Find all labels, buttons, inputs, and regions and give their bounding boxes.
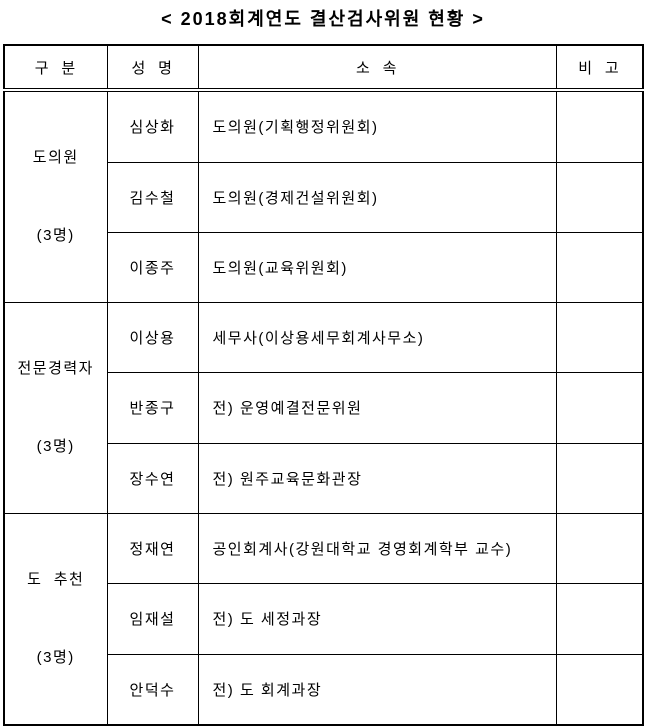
- table-row: 전문경력자 (3명) 이상용 세무사(이상용세무회계사무소): [3, 301, 644, 514]
- header-cell-affiliation: 소 속: [197, 44, 557, 92]
- group-cell-province-recommended: 도 추천 (3명): [3, 513, 108, 726]
- name-cell: 반종구: [106, 372, 199, 444]
- page-title: < 2018회계연도 결산검사위원 현황 >: [161, 9, 485, 29]
- remark-cell: [555, 89, 644, 163]
- remark-cell: [555, 442, 644, 515]
- group-category-label: 전문경력자: [17, 360, 94, 377]
- name-cell: 안덕수: [106, 653, 199, 726]
- group-cell-provincial-councilors: 도의원 (3명): [3, 89, 108, 303]
- group-category-label: 도의원: [32, 149, 79, 166]
- header-cell-category: 구 분: [3, 44, 108, 92]
- remark-cell: [555, 231, 644, 304]
- header-cell-name: 성 명: [106, 44, 199, 92]
- table-row: 이종주 도의원(교육위원회): [4, 231, 644, 304]
- group-count-label: (3명): [36, 227, 75, 244]
- name-cell: 장수연: [106, 442, 199, 515]
- remark-cell: [555, 301, 644, 374]
- committee-roster-table: 구 분 성 명 소 속 비 고 도의원 (3명) 심상화 도의원(기획행정위원회…: [3, 44, 644, 726]
- table-row: 반종구 전) 운영예결전문위원: [4, 372, 644, 444]
- affiliation-cell: 전) 원주교육문화관장: [197, 442, 557, 515]
- header-row: 구 분 성 명 소 속 비 고: [3, 44, 644, 92]
- affiliation-cell: 전) 도 세정과장: [197, 583, 557, 655]
- name-cell: 이상용: [106, 301, 199, 374]
- table-row: 도의원 (3명) 심상화 도의원(기획행정위원회): [3, 89, 644, 303]
- affiliation-cell: 전) 운영예결전문위원: [197, 372, 557, 444]
- affiliation-cell: 도의원(교육위원회): [197, 231, 557, 304]
- name-cell: 심상화: [106, 89, 199, 163]
- group-count-label: (3명): [36, 649, 75, 666]
- table-row: 김수철 도의원(경제건설위원회): [4, 161, 644, 233]
- affiliation-cell: 세무사(이상용세무회계사무소): [197, 301, 557, 374]
- name-cell: 정재연: [106, 512, 199, 585]
- remark-cell: [555, 372, 644, 444]
- group-count-label: (3명): [36, 438, 75, 455]
- remark-cell: [555, 653, 644, 726]
- group-category-label: 도 추천: [27, 571, 85, 588]
- affiliation-cell: 도의원(경제건설위원회): [197, 161, 557, 233]
- name-cell: 김수철: [106, 161, 199, 233]
- name-cell: 이종주: [106, 231, 199, 304]
- table-row: 장수연 전) 원주교육문화관장: [4, 442, 644, 515]
- table-row: 도 추천 (3명) 정재연 공인회계사(강원대학교 경영회계학부 교수): [3, 512, 644, 726]
- remark-cell: [555, 583, 644, 655]
- header-cell-remark: 비 고: [555, 44, 644, 92]
- affiliation-cell: 전) 도 회계과장: [197, 653, 557, 726]
- name-cell: 임재설: [106, 583, 199, 655]
- remark-cell: [555, 161, 644, 233]
- group-cell-professional-experts: 전문경력자 (3명): [3, 302, 108, 514]
- affiliation-cell: 도의원(기획행정위원회): [197, 89, 557, 163]
- affiliation-cell: 공인회계사(강원대학교 경영회계학부 교수): [197, 512, 557, 585]
- remark-cell: [555, 512, 644, 585]
